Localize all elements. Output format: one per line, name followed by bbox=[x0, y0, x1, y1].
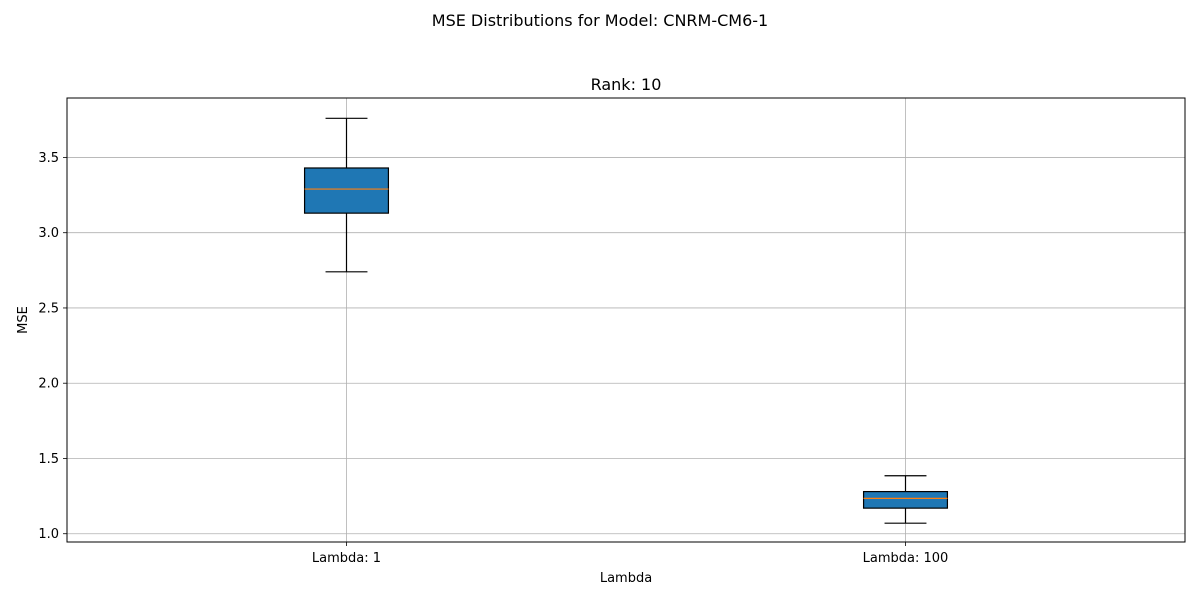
y-tick-label: 1.5 bbox=[38, 452, 59, 467]
y-axis-ticks: 1.0 1.5 2.0 2.5 3.0 3.5 bbox=[38, 151, 67, 542]
y-tick-label: 3.0 bbox=[38, 226, 59, 241]
box-1 bbox=[303, 117, 390, 273]
y-axis-label: MSE bbox=[16, 306, 31, 334]
y-tick-label: 3.5 bbox=[38, 151, 59, 166]
plot-area-frame bbox=[66, 97, 1186, 543]
iqr-box bbox=[862, 490, 949, 509]
y-tick-label: 2.5 bbox=[38, 301, 59, 316]
chart-suptitle: MSE Distributions for Model: CNRM-CM6-1 bbox=[432, 11, 768, 30]
y-tick-label: 2.0 bbox=[38, 377, 59, 392]
chart-title: Rank: 10 bbox=[591, 75, 662, 94]
x-tick-label: Lambda: 100 bbox=[863, 551, 949, 566]
x-axis-label: Lambda bbox=[600, 571, 652, 586]
boxes bbox=[303, 117, 949, 524]
x-tick-label: Lambda: 1 bbox=[312, 551, 381, 566]
grid-lines bbox=[67, 98, 1185, 542]
iqr-box bbox=[303, 167, 390, 214]
box-2 bbox=[862, 475, 949, 524]
y-tick-label: 1.0 bbox=[38, 527, 59, 542]
x-axis-ticks: Lambda: 1 Lambda: 100 bbox=[312, 542, 948, 566]
